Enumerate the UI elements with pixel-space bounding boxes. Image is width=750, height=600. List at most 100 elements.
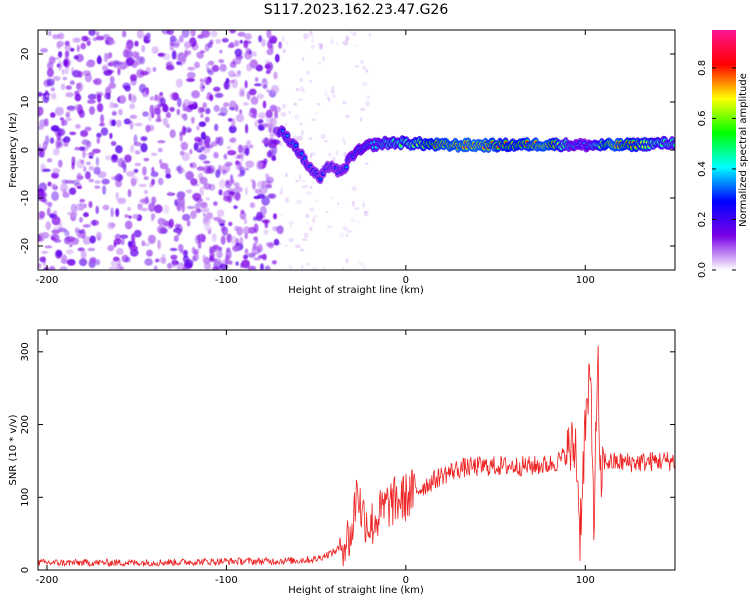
heatmap-cell bbox=[364, 162, 369, 165]
heatmap-cell bbox=[337, 202, 340, 205]
heatmap-cell bbox=[273, 71, 278, 80]
heatmap-cell bbox=[331, 92, 336, 99]
heatmap-cell bbox=[136, 30, 144, 39]
heatmap-cell bbox=[265, 183, 273, 189]
heatmap-cell bbox=[198, 153, 207, 161]
heatmap-cell bbox=[184, 172, 189, 177]
heatmap-cell bbox=[221, 38, 229, 43]
heatmap-cell bbox=[51, 191, 59, 202]
heatmap-cell bbox=[77, 229, 84, 234]
heatmap-cell bbox=[142, 111, 149, 117]
heatmap-cell bbox=[169, 107, 175, 112]
heatmap-cell bbox=[50, 87, 55, 92]
heatmap-cell bbox=[211, 64, 220, 73]
heatmap-cell bbox=[211, 233, 217, 242]
heatmap-cell bbox=[309, 185, 313, 189]
heatmap-cell bbox=[263, 229, 269, 235]
heatmap-cell bbox=[219, 49, 223, 54]
heatmap-cell bbox=[313, 215, 318, 218]
heatmap-cell bbox=[214, 123, 219, 132]
heatmap-cell bbox=[330, 86, 335, 92]
heatmap-cell bbox=[182, 113, 188, 121]
heatmap-cell bbox=[184, 50, 189, 58]
heatmap-cell bbox=[282, 48, 287, 54]
heatmap-cell bbox=[301, 238, 308, 241]
heatmap-cell bbox=[75, 83, 82, 90]
heatmap-cell bbox=[100, 127, 109, 136]
heatmap-cell bbox=[330, 38, 335, 45]
heatmap-cell bbox=[47, 181, 52, 187]
heatmap-cell bbox=[95, 156, 100, 166]
heatmap-cell bbox=[202, 102, 207, 109]
heatmap-cell bbox=[253, 223, 259, 234]
heatmap-cell bbox=[205, 62, 210, 70]
heatmap-cell bbox=[345, 233, 349, 237]
heatmap-cell bbox=[52, 167, 61, 175]
heatmap-cell bbox=[212, 266, 220, 270]
heatmap-cell bbox=[362, 264, 366, 270]
heatmap-cell bbox=[216, 209, 225, 218]
heatmap-cell bbox=[142, 243, 150, 247]
heatmap-cell bbox=[74, 93, 82, 102]
heatmap-cell bbox=[88, 201, 93, 208]
heatmap-cell bbox=[182, 213, 191, 221]
heatmap-cell bbox=[229, 236, 238, 245]
heatmap-cell bbox=[38, 263, 42, 269]
heatmap-cell bbox=[115, 191, 119, 200]
heatmap-cell bbox=[252, 242, 257, 250]
heatmap-cell bbox=[186, 71, 196, 79]
heatmap-cell bbox=[180, 249, 189, 255]
heatmap-cell bbox=[195, 208, 201, 214]
heatmap-cell bbox=[176, 262, 185, 270]
heatmap-cell bbox=[161, 253, 166, 262]
heatmap-cell bbox=[295, 88, 300, 92]
heatmap-cell bbox=[38, 125, 44, 130]
heatmap-cell bbox=[79, 198, 85, 203]
heatmap-cell bbox=[298, 77, 303, 82]
heatmap-cell bbox=[77, 71, 83, 78]
heatmap-cell bbox=[96, 93, 102, 103]
tick-label: 0 bbox=[20, 567, 31, 573]
heatmap-cell bbox=[83, 166, 87, 173]
heatmap-cell bbox=[341, 267, 345, 270]
heatmap-cell bbox=[273, 213, 277, 220]
heatmap-cell bbox=[88, 178, 94, 183]
heatmap-cell bbox=[344, 114, 350, 119]
heatmap-cell bbox=[175, 53, 185, 63]
heatmap-cell bbox=[167, 262, 173, 269]
heatmap-cell bbox=[243, 254, 248, 260]
heatmap-cell bbox=[241, 259, 251, 269]
tick-label: -10 bbox=[20, 190, 31, 206]
heatmap-cell bbox=[124, 214, 129, 218]
heatmap-cell bbox=[199, 186, 204, 197]
heatmap-cell bbox=[133, 168, 139, 173]
heatmap-cell bbox=[69, 187, 77, 195]
heatmap-cell bbox=[220, 235, 226, 245]
heatmap-cell bbox=[133, 134, 138, 144]
heatmap-cell bbox=[232, 73, 242, 77]
spectrogram-heatmap bbox=[38, 30, 675, 270]
heatmap-cell bbox=[153, 265, 158, 270]
heatmap-cell bbox=[40, 48, 48, 53]
heatmap-cell bbox=[331, 196, 335, 199]
heatmap-cell bbox=[311, 151, 316, 156]
colorbar-tick-label: 0.2 bbox=[697, 212, 708, 228]
heatmap-cell bbox=[265, 109, 273, 118]
heatmap-cell bbox=[309, 207, 315, 213]
heatmap-cell bbox=[189, 149, 193, 155]
heatmap-cell bbox=[58, 159, 63, 168]
heatmap-cell bbox=[187, 50, 191, 56]
heatmap-cell bbox=[314, 112, 319, 115]
heatmap-cell bbox=[200, 131, 206, 140]
tick-label: 20 bbox=[20, 48, 31, 61]
heatmap-cell bbox=[52, 76, 61, 81]
heatmap-cell bbox=[87, 93, 97, 100]
heatmap-cell bbox=[254, 188, 261, 194]
heatmap-cell bbox=[363, 210, 369, 217]
snr-frame bbox=[37, 329, 676, 571]
heatmap-cell bbox=[87, 99, 96, 104]
heatmap-cell bbox=[115, 208, 120, 217]
ridge-core bbox=[303, 157, 307, 160]
heatmap-cell bbox=[243, 40, 249, 49]
heatmap-cell bbox=[74, 104, 83, 111]
